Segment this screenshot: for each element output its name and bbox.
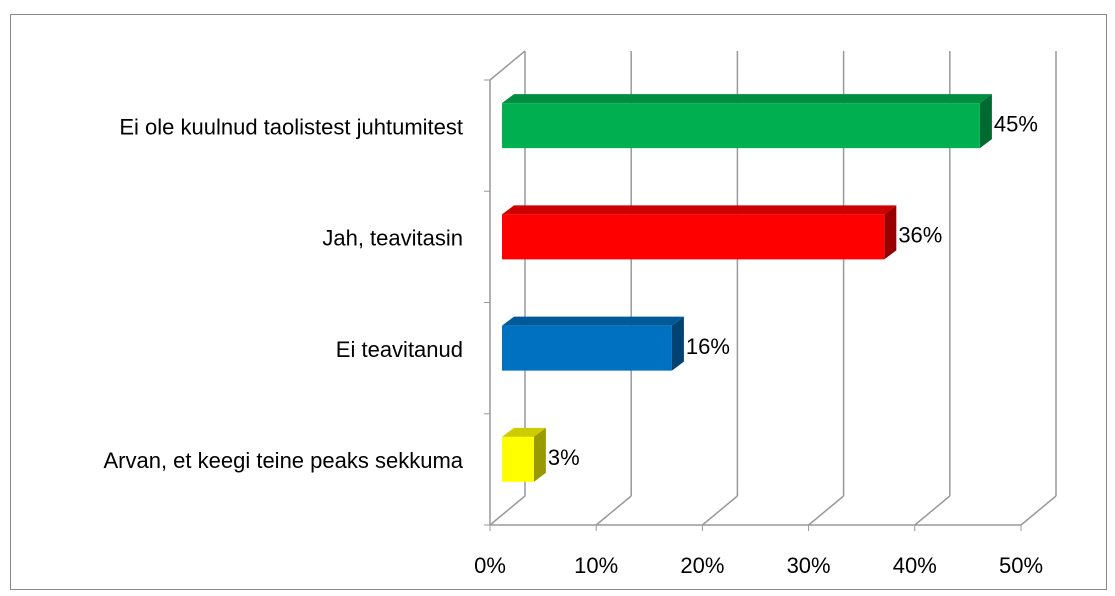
grid-line bbox=[808, 495, 845, 526]
y-tick-label: Ei ole kuulnud taolistest juhtumitest bbox=[119, 114, 463, 139]
bar-side bbox=[884, 205, 897, 260]
x-tick-label: 0% bbox=[474, 553, 506, 578]
x-tick-label: 30% bbox=[787, 553, 831, 578]
x-tick-label: 20% bbox=[680, 553, 724, 578]
y-tick-label: Ei teavitanud bbox=[336, 337, 463, 362]
value-label: 36% bbox=[898, 223, 942, 248]
bar-side bbox=[979, 94, 992, 149]
bar-top bbox=[502, 316, 684, 326]
axis-line bbox=[489, 50, 526, 81]
grid-line bbox=[595, 495, 632, 526]
bar-top bbox=[502, 427, 546, 437]
bar bbox=[502, 436, 534, 482]
y-tick-label: Arvan, et keegi teine peaks sekkuma bbox=[103, 448, 463, 473]
bar-top bbox=[502, 94, 992, 104]
bar-side bbox=[671, 316, 684, 371]
grid-line bbox=[489, 495, 526, 526]
value-label: 45% bbox=[994, 111, 1038, 136]
x-tick-label: 50% bbox=[999, 553, 1043, 578]
grid-line bbox=[1020, 495, 1057, 526]
value-label: 16% bbox=[686, 334, 730, 359]
value-label: 3% bbox=[548, 445, 580, 470]
x-tick-label: 10% bbox=[574, 553, 618, 578]
bar-top bbox=[502, 205, 897, 215]
bar bbox=[502, 214, 885, 260]
bar bbox=[502, 103, 980, 149]
y-tick-label: Jah, teavitasin bbox=[322, 226, 463, 251]
grid-line bbox=[701, 495, 738, 526]
grid-line bbox=[914, 495, 951, 526]
bar-side bbox=[533, 427, 546, 482]
x-tick-label: 40% bbox=[893, 553, 937, 578]
bar bbox=[502, 325, 672, 371]
